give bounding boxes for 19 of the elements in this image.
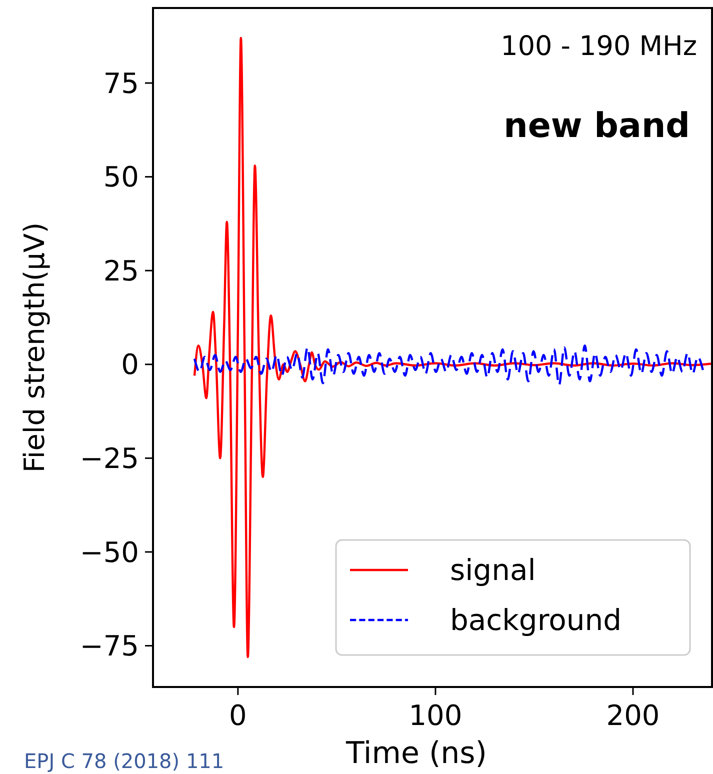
text: EPJ C 78 (2018) 111 (24, 749, 224, 773)
y-axis-title: Field strength(μV) (18, 222, 51, 473)
line-series (193, 344, 704, 386)
legend-label: background (450, 603, 622, 638)
legend-label: signal (450, 553, 536, 588)
y-tick-label: 75 (103, 66, 139, 100)
x-tick-label: 0 (229, 699, 247, 732)
annotation: new band (504, 106, 690, 146)
x-axis-title: Time (ns) (344, 736, 488, 771)
y-tick-label: 25 (103, 254, 139, 288)
y-tick-label: −25 (80, 442, 139, 475)
y-tick-label: −50 (80, 536, 139, 569)
y-tick-label: 50 (103, 160, 139, 194)
line-series (193, 36, 712, 658)
annotation: 100 - 190 MHz (500, 31, 697, 62)
x-tick-label: 200 (606, 699, 660, 732)
y-tick-label: 0 (121, 348, 139, 382)
x-tick-label: 100 (408, 699, 462, 732)
y-tick-label: −75 (80, 630, 139, 663)
